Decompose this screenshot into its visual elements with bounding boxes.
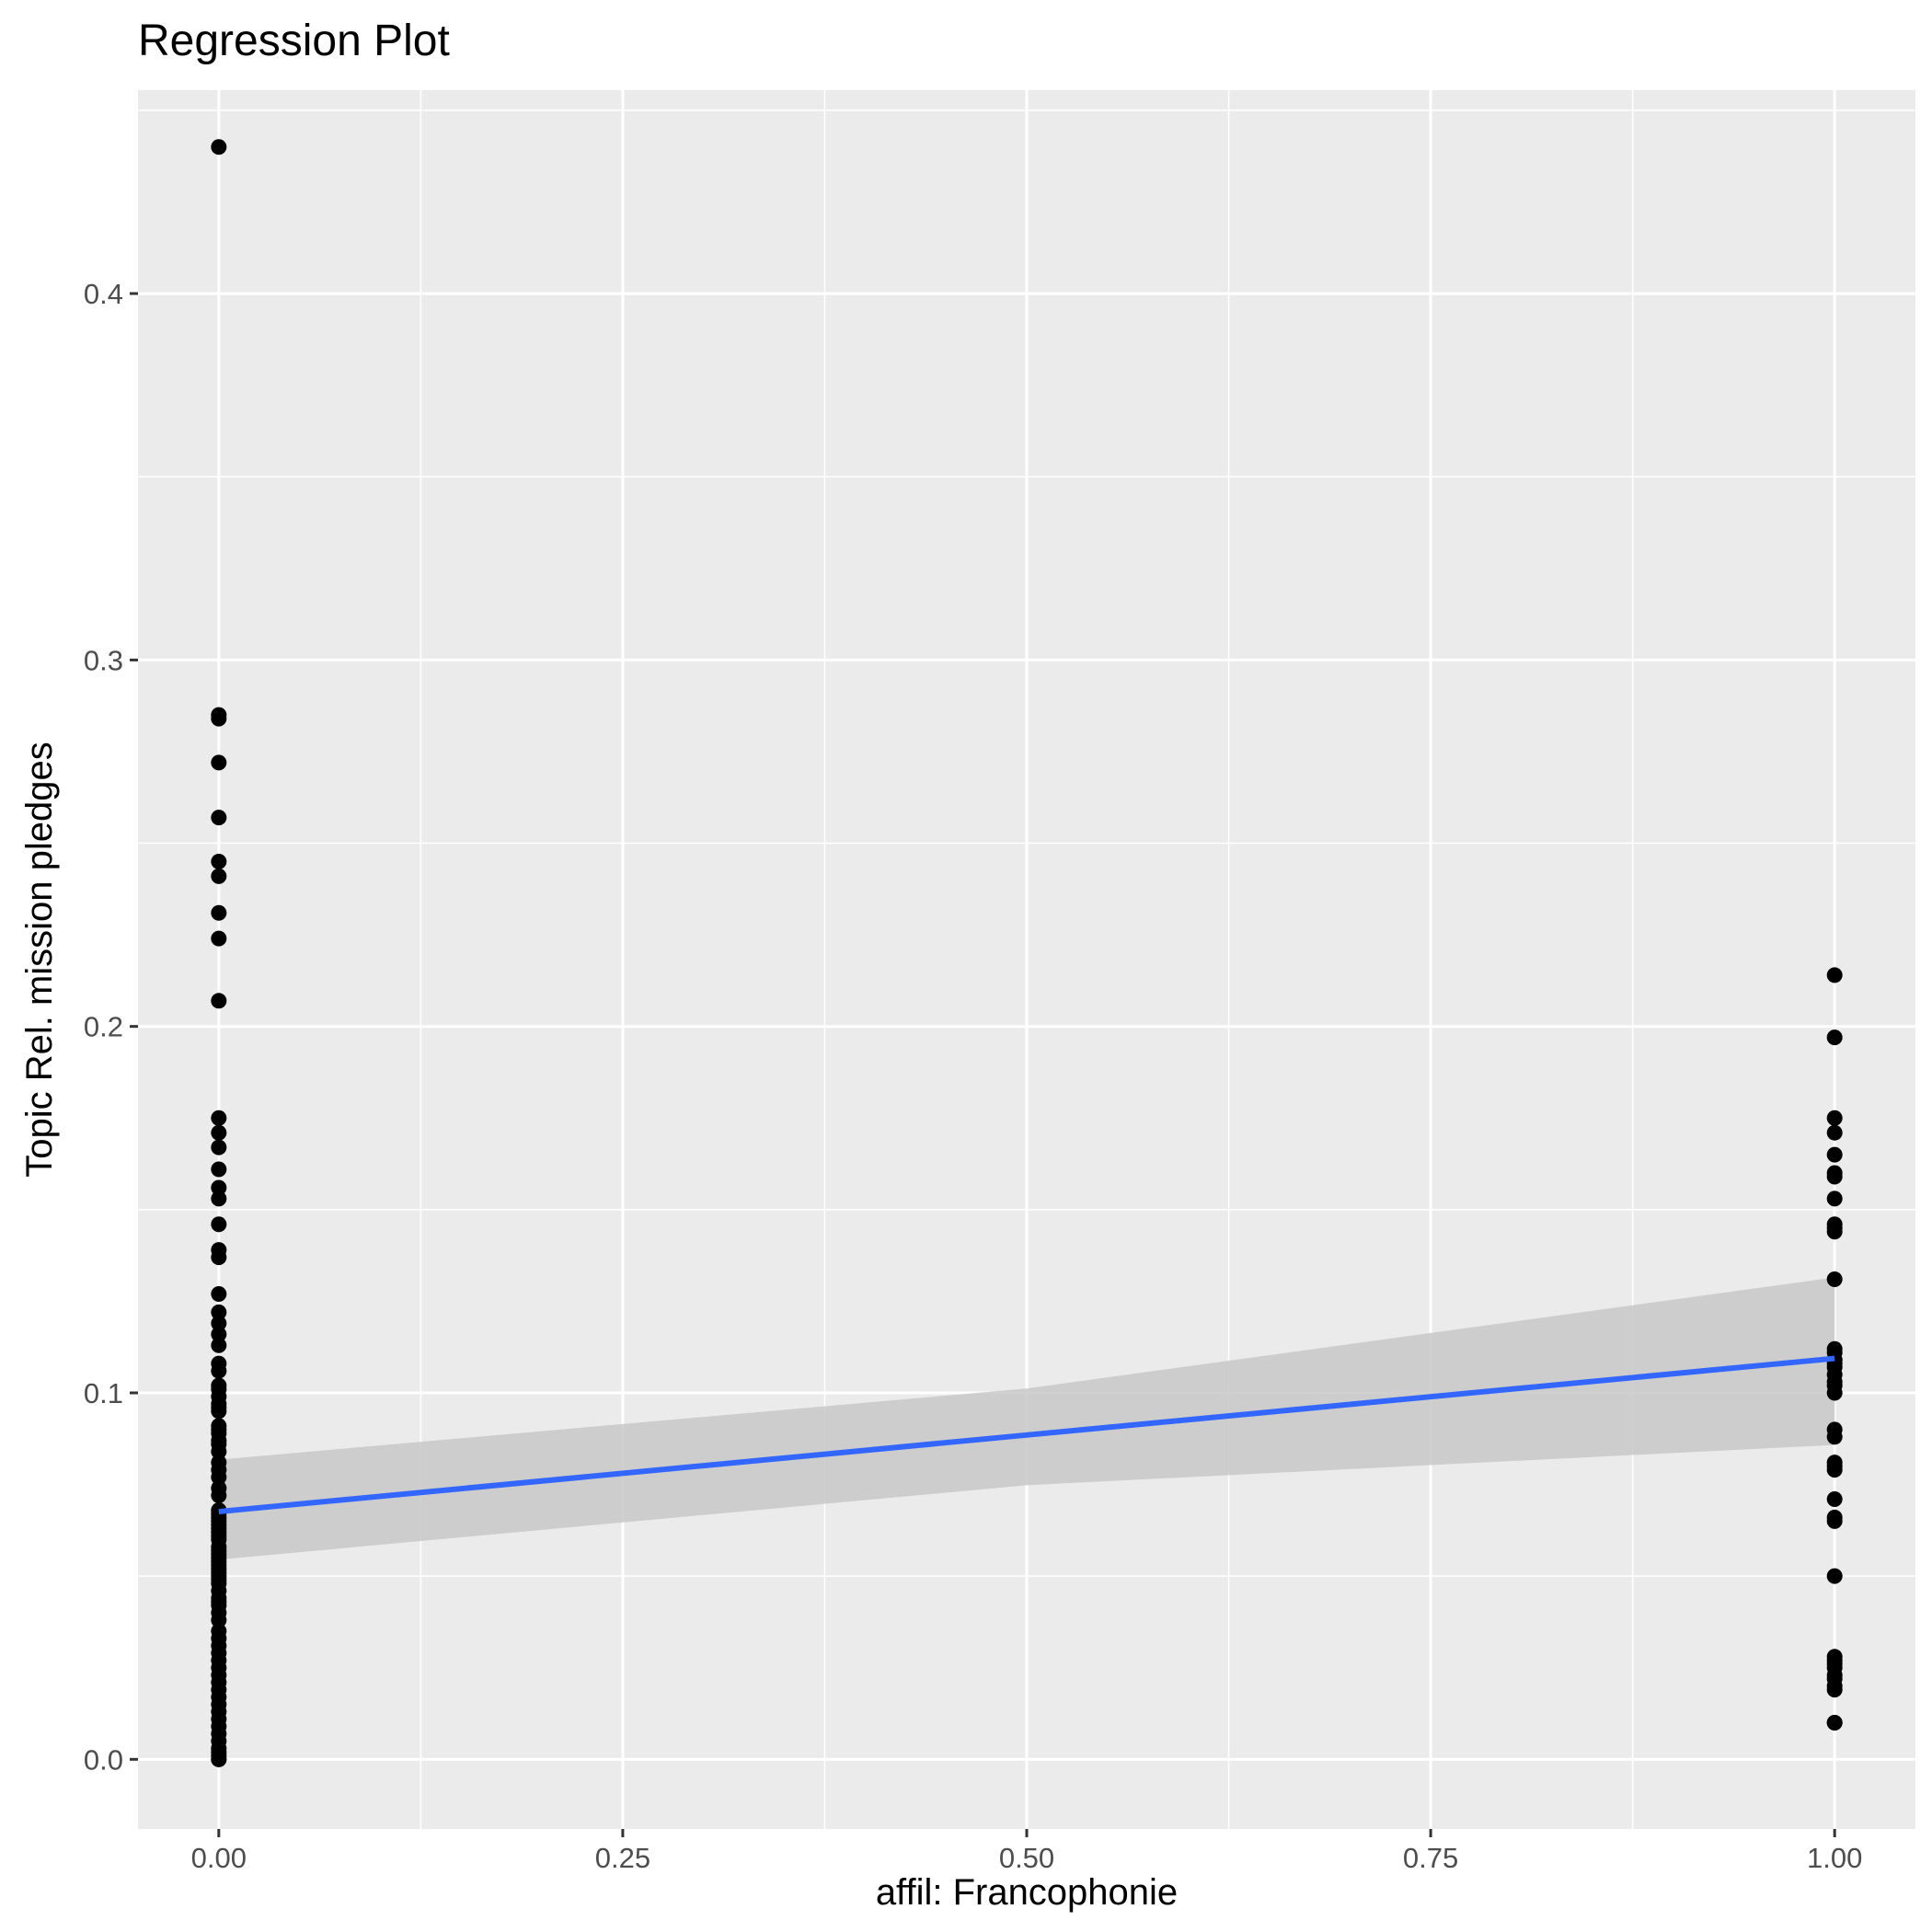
data-point xyxy=(211,1488,227,1504)
x-tick-label: 0.00 xyxy=(191,1842,247,1874)
data-point xyxy=(211,868,227,884)
data-point xyxy=(1826,1509,1843,1525)
y-tick-label: 0.2 xyxy=(84,1011,123,1043)
data-point xyxy=(211,1315,227,1331)
data-point xyxy=(1826,1271,1843,1288)
data-point xyxy=(1826,967,1843,983)
data-point xyxy=(211,1363,227,1379)
y-axis: 0.0 0.1 0.2 0.3 0.4 xyxy=(84,278,138,1776)
data-point xyxy=(211,1326,227,1342)
data-point xyxy=(1826,1110,1843,1126)
data-point xyxy=(211,930,227,947)
data-point xyxy=(1826,1224,1843,1240)
data-point xyxy=(211,1593,227,1610)
x-tick-label: 0.25 xyxy=(595,1842,650,1874)
data-point xyxy=(1826,1491,1843,1508)
data-point xyxy=(1826,1458,1843,1475)
x-tick-label: 1.00 xyxy=(1807,1842,1862,1874)
data-point xyxy=(211,810,227,826)
data-point xyxy=(211,1161,227,1178)
data-point xyxy=(1826,1714,1843,1731)
y-tick-label: 0.0 xyxy=(84,1743,123,1776)
data-point xyxy=(211,1304,227,1320)
data-point xyxy=(211,1110,227,1126)
data-point xyxy=(211,1432,227,1449)
x-axis-title: affil: Francophonie xyxy=(876,1872,1178,1913)
data-point xyxy=(211,1139,227,1156)
y-tick-label: 0.1 xyxy=(84,1377,123,1409)
confidence-band-layer xyxy=(218,1277,1835,1560)
data-point xyxy=(211,1190,227,1207)
fit-line-layer xyxy=(218,1355,1835,1515)
data-point xyxy=(211,1249,227,1266)
data-point xyxy=(1826,1190,1843,1207)
data-point xyxy=(211,1179,227,1196)
x-axis: 0.00 0.25 0.50 0.75 1.00 xyxy=(191,1829,1862,1874)
data-point xyxy=(211,1542,227,1558)
data-point xyxy=(211,1469,227,1486)
x-tick-label: 0.75 xyxy=(1403,1842,1458,1874)
data-point xyxy=(1826,1377,1843,1394)
chart-title: Regression Plot xyxy=(138,17,450,65)
data-point xyxy=(211,1381,227,1397)
data-point xyxy=(211,1216,227,1233)
points-layer xyxy=(211,139,1843,1767)
data-point xyxy=(211,904,227,921)
y-axis-title: Topic Rel. mission pledges xyxy=(19,742,60,1178)
data-point xyxy=(211,993,227,1009)
regression-line xyxy=(218,1355,1835,1515)
data-point xyxy=(211,1443,227,1460)
data-point xyxy=(211,1124,227,1141)
data-point xyxy=(211,754,227,771)
data-point xyxy=(211,1612,227,1628)
data-point xyxy=(1826,1678,1843,1695)
y-tick-label: 0.4 xyxy=(84,278,123,310)
data-point xyxy=(1826,1429,1843,1445)
data-point xyxy=(211,1337,227,1353)
data-point xyxy=(211,139,227,155)
data-point xyxy=(1826,1124,1843,1141)
data-point xyxy=(211,1399,227,1416)
data-point xyxy=(211,1285,227,1302)
x-tick-label: 0.50 xyxy=(999,1842,1054,1874)
data-point xyxy=(1826,1146,1843,1163)
data-point xyxy=(1826,1029,1843,1046)
data-point xyxy=(1826,1568,1843,1584)
data-point xyxy=(211,1421,227,1438)
data-point xyxy=(211,707,227,723)
confidence-band xyxy=(218,1277,1835,1560)
data-point xyxy=(1826,1656,1843,1673)
data-point xyxy=(211,853,227,869)
y-tick-label: 0.3 xyxy=(84,644,123,676)
data-point xyxy=(211,1751,227,1767)
data-point xyxy=(1826,1168,1843,1185)
